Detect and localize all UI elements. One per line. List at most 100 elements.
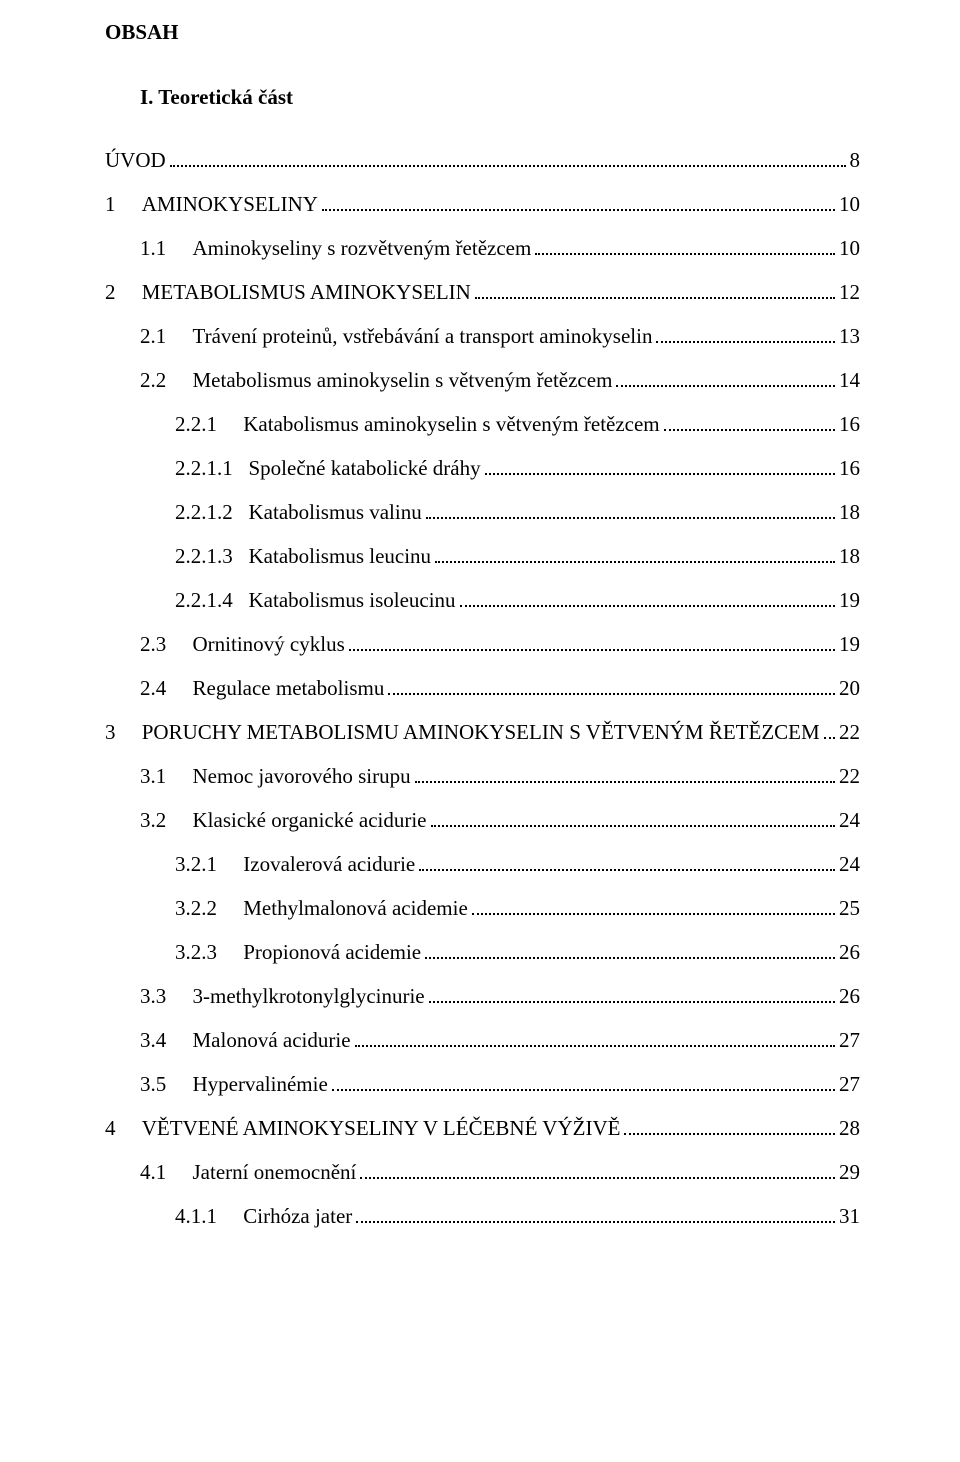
toc-entry-label: Společné katabolické dráhy xyxy=(249,458,481,479)
toc-entry-page: 22 xyxy=(839,722,860,743)
toc-entry-page: 13 xyxy=(839,326,860,347)
toc-entry-page: 24 xyxy=(839,854,860,875)
toc-leader-dots xyxy=(170,150,846,167)
toc-leader-dots xyxy=(322,194,835,211)
toc-leader-dots xyxy=(485,458,835,475)
toc-entry-page: 31 xyxy=(839,1206,860,1227)
toc-leader-dots xyxy=(824,722,835,739)
toc-entry-label: Katabolismus valinu xyxy=(249,502,422,523)
toc-entry: ÚVOD8 xyxy=(105,150,860,171)
toc-leader-dots xyxy=(431,810,835,827)
toc-entry-number: 1 xyxy=(105,194,142,215)
toc-entry-page: 27 xyxy=(839,1074,860,1095)
toc-entry-page: 10 xyxy=(839,194,860,215)
toc-entry-number: 2.2.1.3 xyxy=(105,546,249,567)
toc-entry-page: 16 xyxy=(839,458,860,479)
toc-leader-dots xyxy=(415,766,835,783)
toc-leader-dots xyxy=(616,370,835,387)
toc-entry-number: 3.4 xyxy=(105,1030,193,1051)
toc-entry-number: 2.2.1 xyxy=(105,414,243,435)
toc-leader-dots xyxy=(425,942,835,959)
toc-entry-label: ÚVOD xyxy=(105,150,166,171)
toc-leader-dots xyxy=(535,238,835,255)
toc-leader-dots xyxy=(435,546,835,563)
toc-entry: 3.4 Malonová acidurie 27 xyxy=(105,1030,860,1051)
toc-entry: 3.5 Hypervalinémie 27 xyxy=(105,1074,860,1095)
toc-entry-number: 2 xyxy=(105,282,142,303)
toc-entry-page: 19 xyxy=(839,634,860,655)
toc-entry-label: Methylmalonová acidemie xyxy=(243,898,468,919)
toc-entry-number: 2.2 xyxy=(105,370,193,391)
toc-entry-label: Nemoc javorového sirupu xyxy=(193,766,411,787)
toc-entry: 2.2 Metabolismus aminokyselin s větveným… xyxy=(105,370,860,391)
toc-entry-number: 3.2.1 xyxy=(105,854,243,875)
toc-entry-page: 19 xyxy=(839,590,860,611)
toc-entry-page: 26 xyxy=(839,986,860,1007)
toc-entry-label: VĚTVENÉ AMINOKYSELINY V LÉČEBNÉ VÝŽIVĚ xyxy=(142,1118,621,1139)
toc-entry-number: 3.3 xyxy=(105,986,193,1007)
toc-leader-dots xyxy=(419,854,835,871)
toc-entry-number: 4.1 xyxy=(105,1162,193,1183)
toc-entry: 2.2.1.4 Katabolismus isoleucinu 19 xyxy=(105,590,860,611)
toc-entry-page: 14 xyxy=(839,370,860,391)
toc-entry-label: Aminokyseliny s rozvětveným řetězcem xyxy=(193,238,532,259)
toc-leader-dots xyxy=(472,898,835,915)
toc-entry-page: 16 xyxy=(839,414,860,435)
toc-leader-dots xyxy=(624,1118,835,1135)
toc-entry-label: Katabolismus aminokyselin s větveným řet… xyxy=(243,414,659,435)
toc-leader-dots xyxy=(356,1206,835,1223)
toc-entry: 2.2.1.2 Katabolismus valinu18 xyxy=(105,502,860,523)
toc-entry-number: 3.2.2 xyxy=(105,898,243,919)
toc-entry: 4 VĚTVENÉ AMINOKYSELINY V LÉČEBNÉ VÝŽIVĚ… xyxy=(105,1118,860,1139)
toc-entry: 2.2.1.1 Společné katabolické dráhy 16 xyxy=(105,458,860,479)
toc-leader-dots xyxy=(426,502,835,519)
toc-entry-label: Katabolismus isoleucinu xyxy=(249,590,456,611)
toc-entry: 2.3 Ornitinový cyklus19 xyxy=(105,634,860,655)
toc-entry: 3.2 Klasické organické acidurie24 xyxy=(105,810,860,831)
toc-entry-number: 4 xyxy=(105,1118,142,1139)
toc-entry-number: 3.2.3 xyxy=(105,942,243,963)
toc-entry: 2.2.1.3 Katabolismus leucinu18 xyxy=(105,546,860,567)
toc-entry-number: 2.2.1.4 xyxy=(105,590,249,611)
part-heading: I. Teoretická část xyxy=(105,85,860,110)
toc-leader-dots xyxy=(349,634,835,651)
toc-entry-page: 26 xyxy=(839,942,860,963)
toc-entry: 2.1 Trávení proteinů, vstřebávání a tran… xyxy=(105,326,860,347)
toc-entry-number: 2.4 xyxy=(105,678,193,699)
toc-entry-label: Metabolismus aminokyselin s větveným řet… xyxy=(193,370,613,391)
toc-entry-label: Hypervalinémie xyxy=(193,1074,328,1095)
toc-entry: 2.2.1 Katabolismus aminokyselin s větven… xyxy=(105,414,860,435)
toc-leader-dots xyxy=(475,282,835,299)
toc-entry: 2 METABOLISMUS AMINOKYSELIN12 xyxy=(105,282,860,303)
toc-leader-dots xyxy=(332,1074,835,1091)
toc-entry-number: 2.3 xyxy=(105,634,193,655)
toc-entry-page: 22 xyxy=(839,766,860,787)
toc-entry-label: PORUCHY METABOLISMU AMINOKYSELIN S VĚTVE… xyxy=(142,722,820,743)
toc-entry-number: 2.2.1.1 xyxy=(105,458,249,479)
toc-container: ÚVOD81 AMINOKYSELINY101.1 Aminokyseliny … xyxy=(105,150,860,1227)
toc-leader-dots xyxy=(388,678,835,695)
toc-entry-number: 3.5 xyxy=(105,1074,193,1095)
toc-entry-number: 4.1.1 xyxy=(105,1206,243,1227)
toc-leader-dots xyxy=(460,590,835,607)
toc-entry: 3.2.1 Izovalerová acidurie 24 xyxy=(105,854,860,875)
toc-entry-page: 27 xyxy=(839,1030,860,1051)
toc-entry-label: 3-methylkrotonylglycinurie xyxy=(193,986,425,1007)
toc-entry-label: Cirhóza jater xyxy=(243,1206,352,1227)
toc-entry-page: 28 xyxy=(839,1118,860,1139)
toc-entry-label: Propionová acidemie xyxy=(243,942,421,963)
toc-entry-number: 3.1 xyxy=(105,766,193,787)
toc-leader-dots xyxy=(355,1030,835,1047)
toc-entry-label: Klasické organické acidurie xyxy=(193,810,427,831)
toc-entry-page: 18 xyxy=(839,546,860,567)
toc-entry-label: Jaterní onemocnění xyxy=(193,1162,357,1183)
toc-entry-page: 10 xyxy=(839,238,860,259)
toc-entry-number: 3.2 xyxy=(105,810,193,831)
toc-entry-label: Malonová acidurie xyxy=(193,1030,351,1051)
toc-entry-label: Izovalerová acidurie xyxy=(243,854,415,875)
toc-entry: 2.4 Regulace metabolismu20 xyxy=(105,678,860,699)
toc-entry-label: Regulace metabolismu xyxy=(193,678,385,699)
toc-entry: 3.2.2 Methylmalonová acidemie25 xyxy=(105,898,860,919)
toc-entry-page: 29 xyxy=(839,1162,860,1183)
toc-leader-dots xyxy=(656,326,835,343)
